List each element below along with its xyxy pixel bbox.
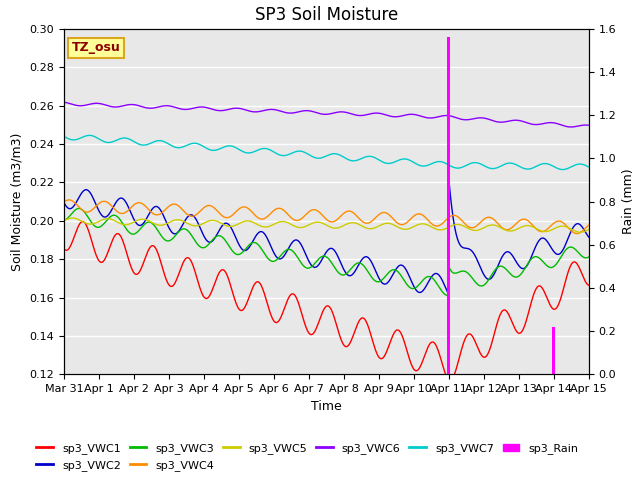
sp3_VWC1 (422, 350, 429, 356)
sp3_VWC5 (576, 229, 584, 235)
sp3_VWC6 (568, 124, 575, 130)
Text: TZ_osu: TZ_osu (72, 41, 120, 54)
sp3_VWC2 (175, 228, 183, 234)
sp3_VWC3 (422, 275, 429, 281)
X-axis label: Time: Time (311, 400, 342, 413)
sp3_VWC5 (198, 221, 206, 227)
sp3_VWC3 (370, 277, 378, 283)
sp3_VWC3 (176, 228, 184, 234)
sp3_VWC5 (60, 218, 68, 224)
sp3_VWC1 (319, 309, 326, 314)
sp3_VWC1 (176, 268, 184, 274)
Y-axis label: Soil Moisture (m3/m3): Soil Moisture (m3/m3) (11, 132, 24, 271)
sp3_VWC4 (65, 197, 73, 203)
sp3_VWC7 (559, 167, 566, 172)
sp3_VWC4 (585, 222, 593, 228)
sp3_VWC6 (318, 111, 326, 117)
sp3_VWC4 (176, 204, 184, 210)
Legend: sp3_VWC1, sp3_VWC2, sp3_VWC3, sp3_VWC4, sp3_VWC5, sp3_VWC6, sp3_VWC7, sp3_Rain: sp3_VWC1, sp3_VWC2, sp3_VWC3, sp3_VWC4, … (32, 439, 583, 475)
sp3_VWC5 (538, 228, 545, 234)
sp3_VWC2 (444, 290, 452, 296)
sp3_VWC4 (319, 213, 326, 218)
Line: sp3_VWC2: sp3_VWC2 (64, 180, 589, 293)
sp3_VWC4 (60, 199, 68, 205)
sp3_VWC6 (585, 122, 593, 128)
sp3_VWC7 (422, 163, 429, 169)
sp3_VWC5 (176, 217, 184, 223)
sp3_VWC3 (444, 292, 452, 298)
sp3_VWC5 (370, 225, 378, 231)
Y-axis label: Rain (mm): Rain (mm) (622, 169, 635, 234)
sp3_VWC7 (585, 164, 593, 170)
sp3_VWC5 (422, 221, 429, 227)
Line: sp3_VWC3: sp3_VWC3 (64, 208, 589, 295)
Bar (552, 327, 556, 374)
sp3_VWC1 (79, 219, 87, 225)
sp3_VWC1 (60, 246, 68, 252)
Line: sp3_VWC4: sp3_VWC4 (64, 200, 589, 234)
sp3_VWC6 (175, 106, 183, 111)
sp3_VWC7 (319, 155, 326, 160)
sp3_VWC1 (370, 342, 378, 348)
Line: sp3_VWC1: sp3_VWC1 (64, 222, 589, 381)
sp3_VWC2 (60, 200, 68, 205)
sp3_VWC4 (198, 206, 206, 212)
sp3_VWC2 (369, 262, 377, 268)
sp3_VWC7 (60, 133, 68, 139)
sp3_VWC3 (198, 245, 206, 251)
sp3_VWC5 (585, 227, 593, 232)
sp3_VWC4 (538, 229, 545, 235)
sp3_VWC2 (538, 235, 546, 241)
sp3_VWC2 (445, 177, 452, 182)
sp3_VWC7 (176, 145, 184, 151)
sp3_VWC3 (76, 205, 83, 211)
sp3_VWC7 (538, 161, 545, 167)
sp3_VWC5 (319, 220, 326, 226)
Line: sp3_VWC6: sp3_VWC6 (64, 102, 589, 127)
sp3_VWC6 (369, 110, 377, 116)
sp3_VWC4 (370, 216, 378, 222)
sp3_VWC7 (86, 132, 93, 138)
sp3_VWC3 (538, 258, 546, 264)
sp3_VWC1 (585, 282, 593, 288)
sp3_VWC2 (198, 228, 205, 234)
sp3_VWC2 (585, 234, 593, 240)
sp3_VWC2 (421, 286, 429, 291)
sp3_VWC4 (573, 231, 581, 237)
Bar (447, 37, 451, 374)
sp3_VWC3 (60, 217, 68, 223)
sp3_VWC7 (370, 155, 378, 160)
sp3_VWC6 (60, 99, 68, 105)
sp3_VWC6 (421, 114, 429, 120)
sp3_VWC3 (319, 253, 326, 259)
sp3_VWC3 (585, 254, 593, 260)
sp3_VWC4 (422, 215, 429, 220)
sp3_VWC6 (198, 104, 205, 110)
sp3_VWC7 (198, 143, 206, 149)
Line: sp3_VWC7: sp3_VWC7 (64, 135, 589, 169)
sp3_VWC5 (69, 215, 77, 221)
sp3_VWC2 (318, 256, 326, 262)
sp3_VWC1 (445, 378, 453, 384)
sp3_VWC1 (198, 292, 206, 298)
Line: sp3_VWC5: sp3_VWC5 (64, 218, 589, 232)
Title: SP3 Soil Moisture: SP3 Soil Moisture (255, 6, 398, 24)
sp3_VWC1 (538, 285, 546, 291)
sp3_VWC6 (537, 121, 545, 127)
